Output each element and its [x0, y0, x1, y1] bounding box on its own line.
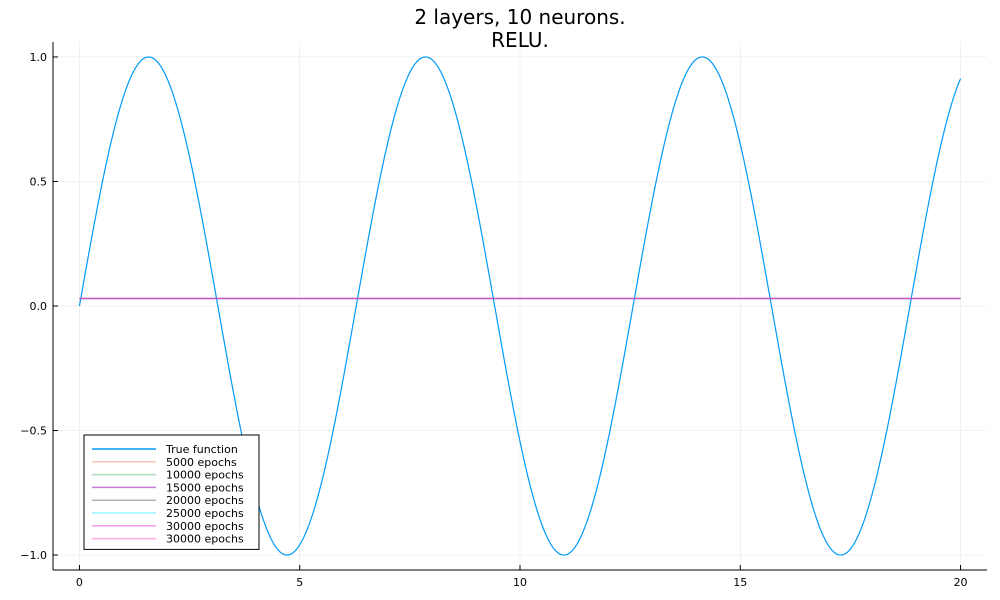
- legend-entry-label: 15000 epochs: [166, 481, 244, 494]
- legend-entry-label: 25000 epochs: [166, 507, 244, 520]
- y-tick-label: 0.5: [30, 175, 48, 188]
- x-tick-label: 10: [513, 576, 527, 589]
- chart-title-line-1: 2 layers, 10 neurons.: [414, 5, 625, 29]
- axes: 0 5 10 15 20 −1.0 −0.5 0.0 0.5 1.0: [20, 42, 987, 589]
- grid: [53, 42, 987, 570]
- x-tick-label: 20: [954, 576, 968, 589]
- chart-title-line-2: RELU.: [491, 28, 549, 52]
- y-tick-label: −1.0: [20, 549, 47, 562]
- legend-entry-label: 10000 epochs: [166, 469, 244, 482]
- legend-entry-label: 30000 epochs: [166, 520, 244, 533]
- y-tick-label: −0.5: [20, 425, 47, 438]
- series-line-0: [78, 56, 962, 556]
- chart-title: 2 layers, 10 neurons. RELU.: [414, 5, 625, 52]
- series-lines: [78, 56, 962, 556]
- y-tick-label: 0.0: [30, 300, 48, 313]
- legend-box: [83, 434, 260, 550]
- x-tick-label: 5: [296, 576, 303, 589]
- x-tick-label: 0: [76, 576, 83, 589]
- legend-entry-label: 30000 epochs: [166, 533, 244, 546]
- legend-entry-label: 20000 epochs: [166, 494, 244, 507]
- y-tick-label: 1.0: [30, 51, 48, 64]
- legend-entry-label: 5000 epochs: [166, 456, 237, 469]
- legend-entry-label: True function: [165, 443, 238, 456]
- x-tick-label: 15: [733, 576, 747, 589]
